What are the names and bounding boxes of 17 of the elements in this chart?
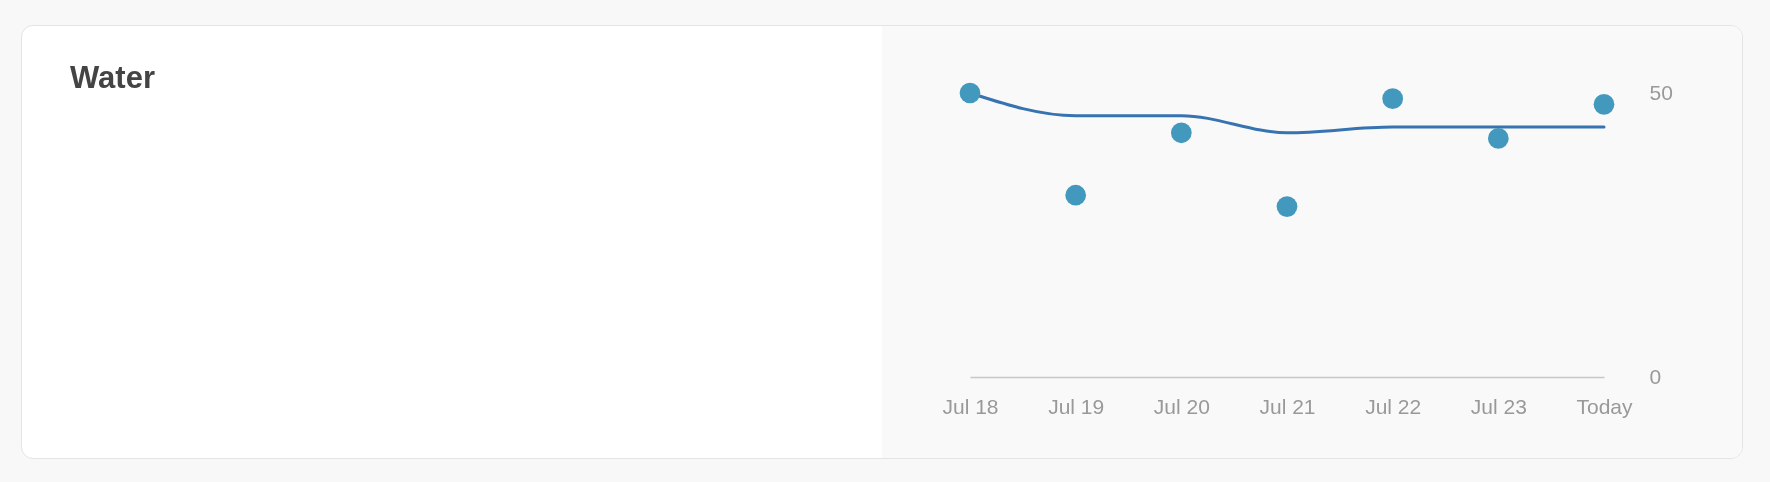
y-tick-label: 0 [1649, 364, 1662, 388]
text: Water [70, 60, 155, 95]
x-tick-label: Jul 18 [942, 394, 999, 418]
point [1170, 122, 1192, 144]
point [959, 82, 981, 104]
point [1382, 88, 1404, 110]
x-tick-label: Jul 21 [1259, 394, 1316, 418]
point [1593, 94, 1615, 115]
x-tick-label: Jul 19 [1048, 394, 1105, 418]
point [1065, 184, 1087, 206]
x-tick-label: Jul 22 [1365, 394, 1422, 418]
x-tick-label: Jul 23 [1470, 394, 1527, 418]
x-tick-label: Today [1576, 394, 1634, 418]
x-tick-label: Jul 20 [1153, 394, 1210, 418]
point [1276, 196, 1298, 217]
point [1487, 128, 1509, 149]
y-tick-label: 50 [1649, 80, 1673, 104]
